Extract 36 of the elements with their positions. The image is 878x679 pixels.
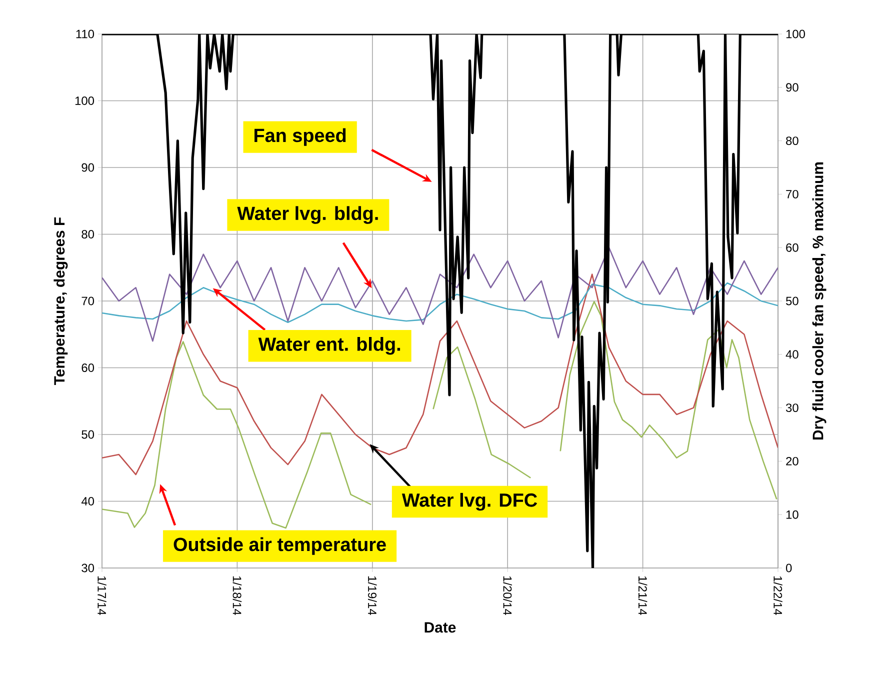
y2-axis-title: Dry fluid cooler fan speed, % maximum <box>812 162 826 440</box>
series-label: Outside air temperature <box>174 537 386 555</box>
line-series <box>102 274 778 476</box>
series-label: Water ent. bldg. <box>258 336 400 355</box>
y-tick-label: 110 <box>76 30 94 38</box>
series-label: Water lvg. bldg. <box>237 206 378 224</box>
y-tick-label: 80 <box>82 230 94 238</box>
y2-tick-label: 80 <box>786 136 798 146</box>
x-tick-label: 1/18/14 <box>232 576 242 616</box>
y-tick-label: 60 <box>82 364 94 372</box>
y-tick-label: 40 <box>81 497 94 506</box>
line-series <box>102 282 778 324</box>
x-tick-label: 1/17/14 <box>98 576 106 616</box>
y-tick-label: 70 <box>82 296 94 306</box>
y2-tick-label: 0 <box>786 564 792 572</box>
text: Fan speed <box>254 128 346 146</box>
y-axis-title: Temperature, degrees F <box>54 217 68 385</box>
y2-tick-label: 20 <box>786 456 798 466</box>
y-tick-label: 100 <box>75 96 94 105</box>
y2-tick-label: 40 <box>786 350 798 359</box>
x-axis-title: Date <box>424 622 456 633</box>
y2-tick-label: 50 <box>786 296 798 306</box>
y-tick-label: 50 <box>82 430 94 439</box>
y-tick-label: 90 <box>82 163 94 172</box>
x-tick-label: 1/22/14 <box>774 576 782 616</box>
y2-tick-label: 10 <box>786 510 798 519</box>
x-tick-label: 1/21/14 <box>638 576 648 616</box>
x-tick-label: 1/20/14 <box>503 576 512 616</box>
y2-tick-label: 60 <box>786 243 798 252</box>
x-tick-label: 1/19/14 <box>368 576 377 616</box>
y2-tick-label: 30 <box>786 404 798 412</box>
y2-tick-label: 90 <box>786 83 798 92</box>
y2-tick-label: 70 <box>786 190 798 198</box>
y-tick-label: 30 <box>82 564 94 572</box>
y2-tick-label: 100 <box>786 30 806 38</box>
legend-label: Water lvg. DFC <box>402 492 538 511</box>
